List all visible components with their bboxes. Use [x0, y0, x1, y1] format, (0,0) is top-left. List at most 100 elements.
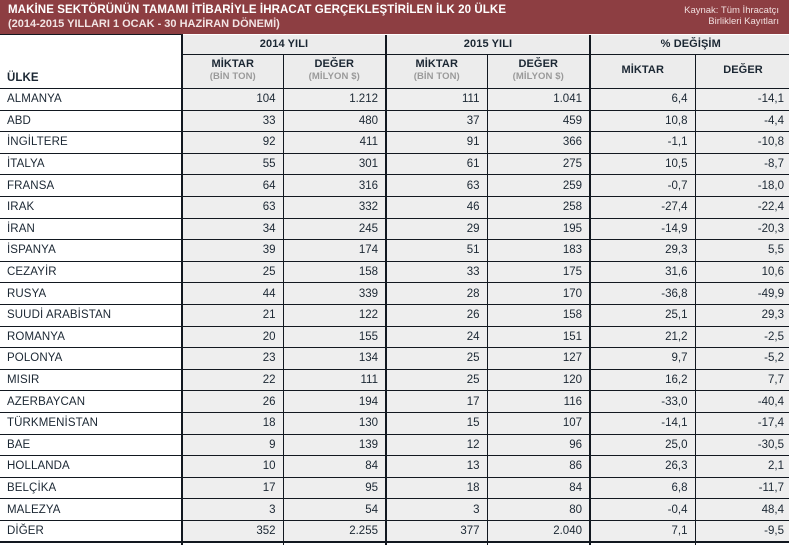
cell-2015-qty: 377 [385, 519, 488, 543]
table-row: RUSYA 44 339 28 170 -36,8 -49,9 [0, 282, 789, 305]
header-unit-qty-2014: (BİN TON) [209, 71, 256, 82]
cell-pct-val: -4,4 [694, 109, 789, 133]
cell-country: IRAK [0, 195, 183, 219]
cell-pct-val: 5,5 [694, 239, 789, 262]
cell-2015-val: 158 [486, 303, 591, 327]
cell-country: HOLLANDA [0, 455, 183, 478]
cell-2014-val: 174 [282, 239, 387, 262]
cell-pct-val: -12,0 [694, 540, 789, 545]
cell-2014-qty: 22 [181, 368, 284, 392]
table-row: İRAN 34 245 29 195 -14,9 -20,3 [0, 217, 789, 241]
cell-2014-val: 332 [282, 195, 387, 219]
cell-2015-qty: 63 [385, 174, 488, 197]
cell-2014-qty: 44 [181, 282, 284, 305]
cell-pct-val: 7,7 [694, 368, 789, 392]
table-total-row: TOPLAM1.073,47.442,21.104,36.547,22,9-12… [0, 540, 789, 545]
cell-2014-qty: 63 [181, 195, 284, 219]
export-countries-table: ÜLKE 2014 YILI 2015 YILI % DEĞİŞİM MİKTA… [0, 34, 789, 545]
column-header-2014-qty: MİKTAR (BİN TON) [181, 54, 284, 89]
cell-2014-qty: 64 [181, 174, 284, 197]
cell-2014-val: 194 [282, 390, 387, 413]
cell-pct-qty: -14,9 [589, 217, 696, 241]
cell-2014-val: 122 [282, 303, 387, 327]
table-row: İSPANYA 39 174 51 183 29,3 5,5 [0, 239, 789, 262]
cell-pct-qty: 6,8 [589, 476, 696, 500]
cell-2014-val: 411 [282, 131, 387, 154]
cell-pct-qty: -36,8 [589, 282, 696, 305]
column-header-2015-qty: MİKTAR (BİN TON) [385, 54, 488, 89]
cell-2015-qty: 91 [385, 131, 488, 154]
table-row: İTALYA 55 301 61 275 10,5 -8,7 [0, 152, 789, 176]
cell-2015-val: 366 [486, 131, 591, 154]
source-note: Kaynak: Tüm İhracatçı Birlikleri Kayıtla… [684, 3, 779, 27]
cell-2014-val: 134 [282, 347, 387, 370]
cell-country: BELÇİKA [0, 476, 183, 500]
cell-2015-qty: 51 [385, 239, 488, 262]
cell-2015-val: 170 [486, 282, 591, 305]
group-header-2015: 2015 YILI [385, 34, 591, 55]
cell-country: POLONYA [0, 347, 183, 370]
cell-2015-val: 1.041 [486, 88, 591, 111]
cell-pct-qty: -1,1 [589, 131, 696, 154]
cell-2014-val: 480 [282, 109, 387, 133]
cell-2015-val: 151 [486, 325, 591, 349]
cell-country: SUUDİ ARABİSTAN [0, 303, 183, 327]
cell-2014-val: 1.212 [282, 88, 387, 111]
cell-pct-val: -8,7 [694, 152, 789, 176]
cell-2015-qty: 24 [385, 325, 488, 349]
cell-2015-qty: 18 [385, 476, 488, 500]
table-row: ROMANYA 20 155 24 151 21,2 -2,5 [0, 325, 789, 349]
cell-pct-val: 29,3 [694, 303, 789, 327]
cell-pct-qty: -27,4 [589, 195, 696, 219]
cell-2014-qty: 21 [181, 303, 284, 327]
table-sub-header-row: MİKTAR (BİN TON) DEĞER (MİLYON $) MİKTAR… [0, 54, 789, 89]
cell-pct-val: 48,4 [694, 498, 789, 521]
cell-2014-val: 316 [282, 174, 387, 197]
cell-pct-qty: 7,1 [589, 519, 696, 543]
table-row: CEZAYİR 25 158 33 175 31,6 10,6 [0, 260, 789, 284]
cell-2015-val: 2.040 [486, 519, 591, 543]
header-unit-val-2014: (MİLYON $) [308, 71, 360, 82]
cell-pct-val: -22,4 [694, 195, 789, 219]
cell-pct-qty: 6,4 [589, 88, 696, 111]
cell-pct-val: -2,5 [694, 325, 789, 349]
table-row: BAE 9 139 12 96 25,0 -30,5 [0, 433, 789, 457]
table-row: SUUDİ ARABİSTAN 21 122 26 158 25,1 29,3 [0, 303, 789, 327]
report-titlebar: MAKİNE SEKTÖRÜNÜN TAMAMI İTİBARİYLE İHRA… [0, 0, 789, 34]
cell-pct-qty: -33,0 [589, 390, 696, 413]
header-unit-qty-2015: (BİN TON) [413, 71, 460, 82]
cell-pct-qty: -14,1 [589, 411, 696, 435]
table-row: ABD 33 480 37 459 10,8 -4,4 [0, 109, 789, 133]
cell-pct-qty: 16,2 [589, 368, 696, 392]
page-subtitle: (2014-2015 YILLARI 1 OCAK - 30 HAZİRAN D… [8, 18, 280, 30]
cell-2015-val: 258 [486, 195, 591, 219]
table-row: IRAK 63 332 46 258 -27,4 -22,4 [0, 195, 789, 219]
cell-country: FRANSA [0, 174, 183, 197]
cell-2014-qty: 352 [181, 519, 284, 543]
cell-2014-val: 339 [282, 282, 387, 305]
cell-country: RUSYA [0, 282, 183, 305]
cell-2014-qty: 39 [181, 239, 284, 262]
cell-country: İSPANYA [0, 239, 183, 262]
cell-2015-qty: 13 [385, 455, 488, 478]
cell-2014-val: 130 [282, 411, 387, 435]
cell-country: İTALYA [0, 152, 183, 176]
group-header-2014: 2014 YILI [181, 34, 387, 55]
cell-2014-qty: 26 [181, 390, 284, 413]
cell-2015-qty: 25 [385, 347, 488, 370]
cell-2015-val: 80 [486, 498, 591, 521]
cell-pct-val: -5,2 [694, 347, 789, 370]
cell-country: TÜRKMENİSTAN [0, 411, 183, 435]
table-row: MALEZYA 3 54 3 80 -0,4 48,4 [0, 498, 789, 521]
cell-country: CEZAYİR [0, 260, 183, 284]
column-header-pct-qty: MİKTAR [589, 54, 696, 89]
column-header-2015-val: DEĞER (MİLYON $) [486, 54, 591, 89]
cell-pct-val: -9,5 [694, 519, 789, 543]
table-row: BELÇİKA 17 95 18 84 6,8 -11,7 [0, 476, 789, 500]
header-label-qty-2015: MİKTAR [415, 58, 459, 70]
cell-2014-qty: 3 [181, 498, 284, 521]
cell-country: MALEZYA [0, 498, 183, 521]
cell-2014-qty: 33 [181, 109, 284, 133]
column-header-2014-val: DEĞER (MİLYON $) [282, 54, 387, 89]
